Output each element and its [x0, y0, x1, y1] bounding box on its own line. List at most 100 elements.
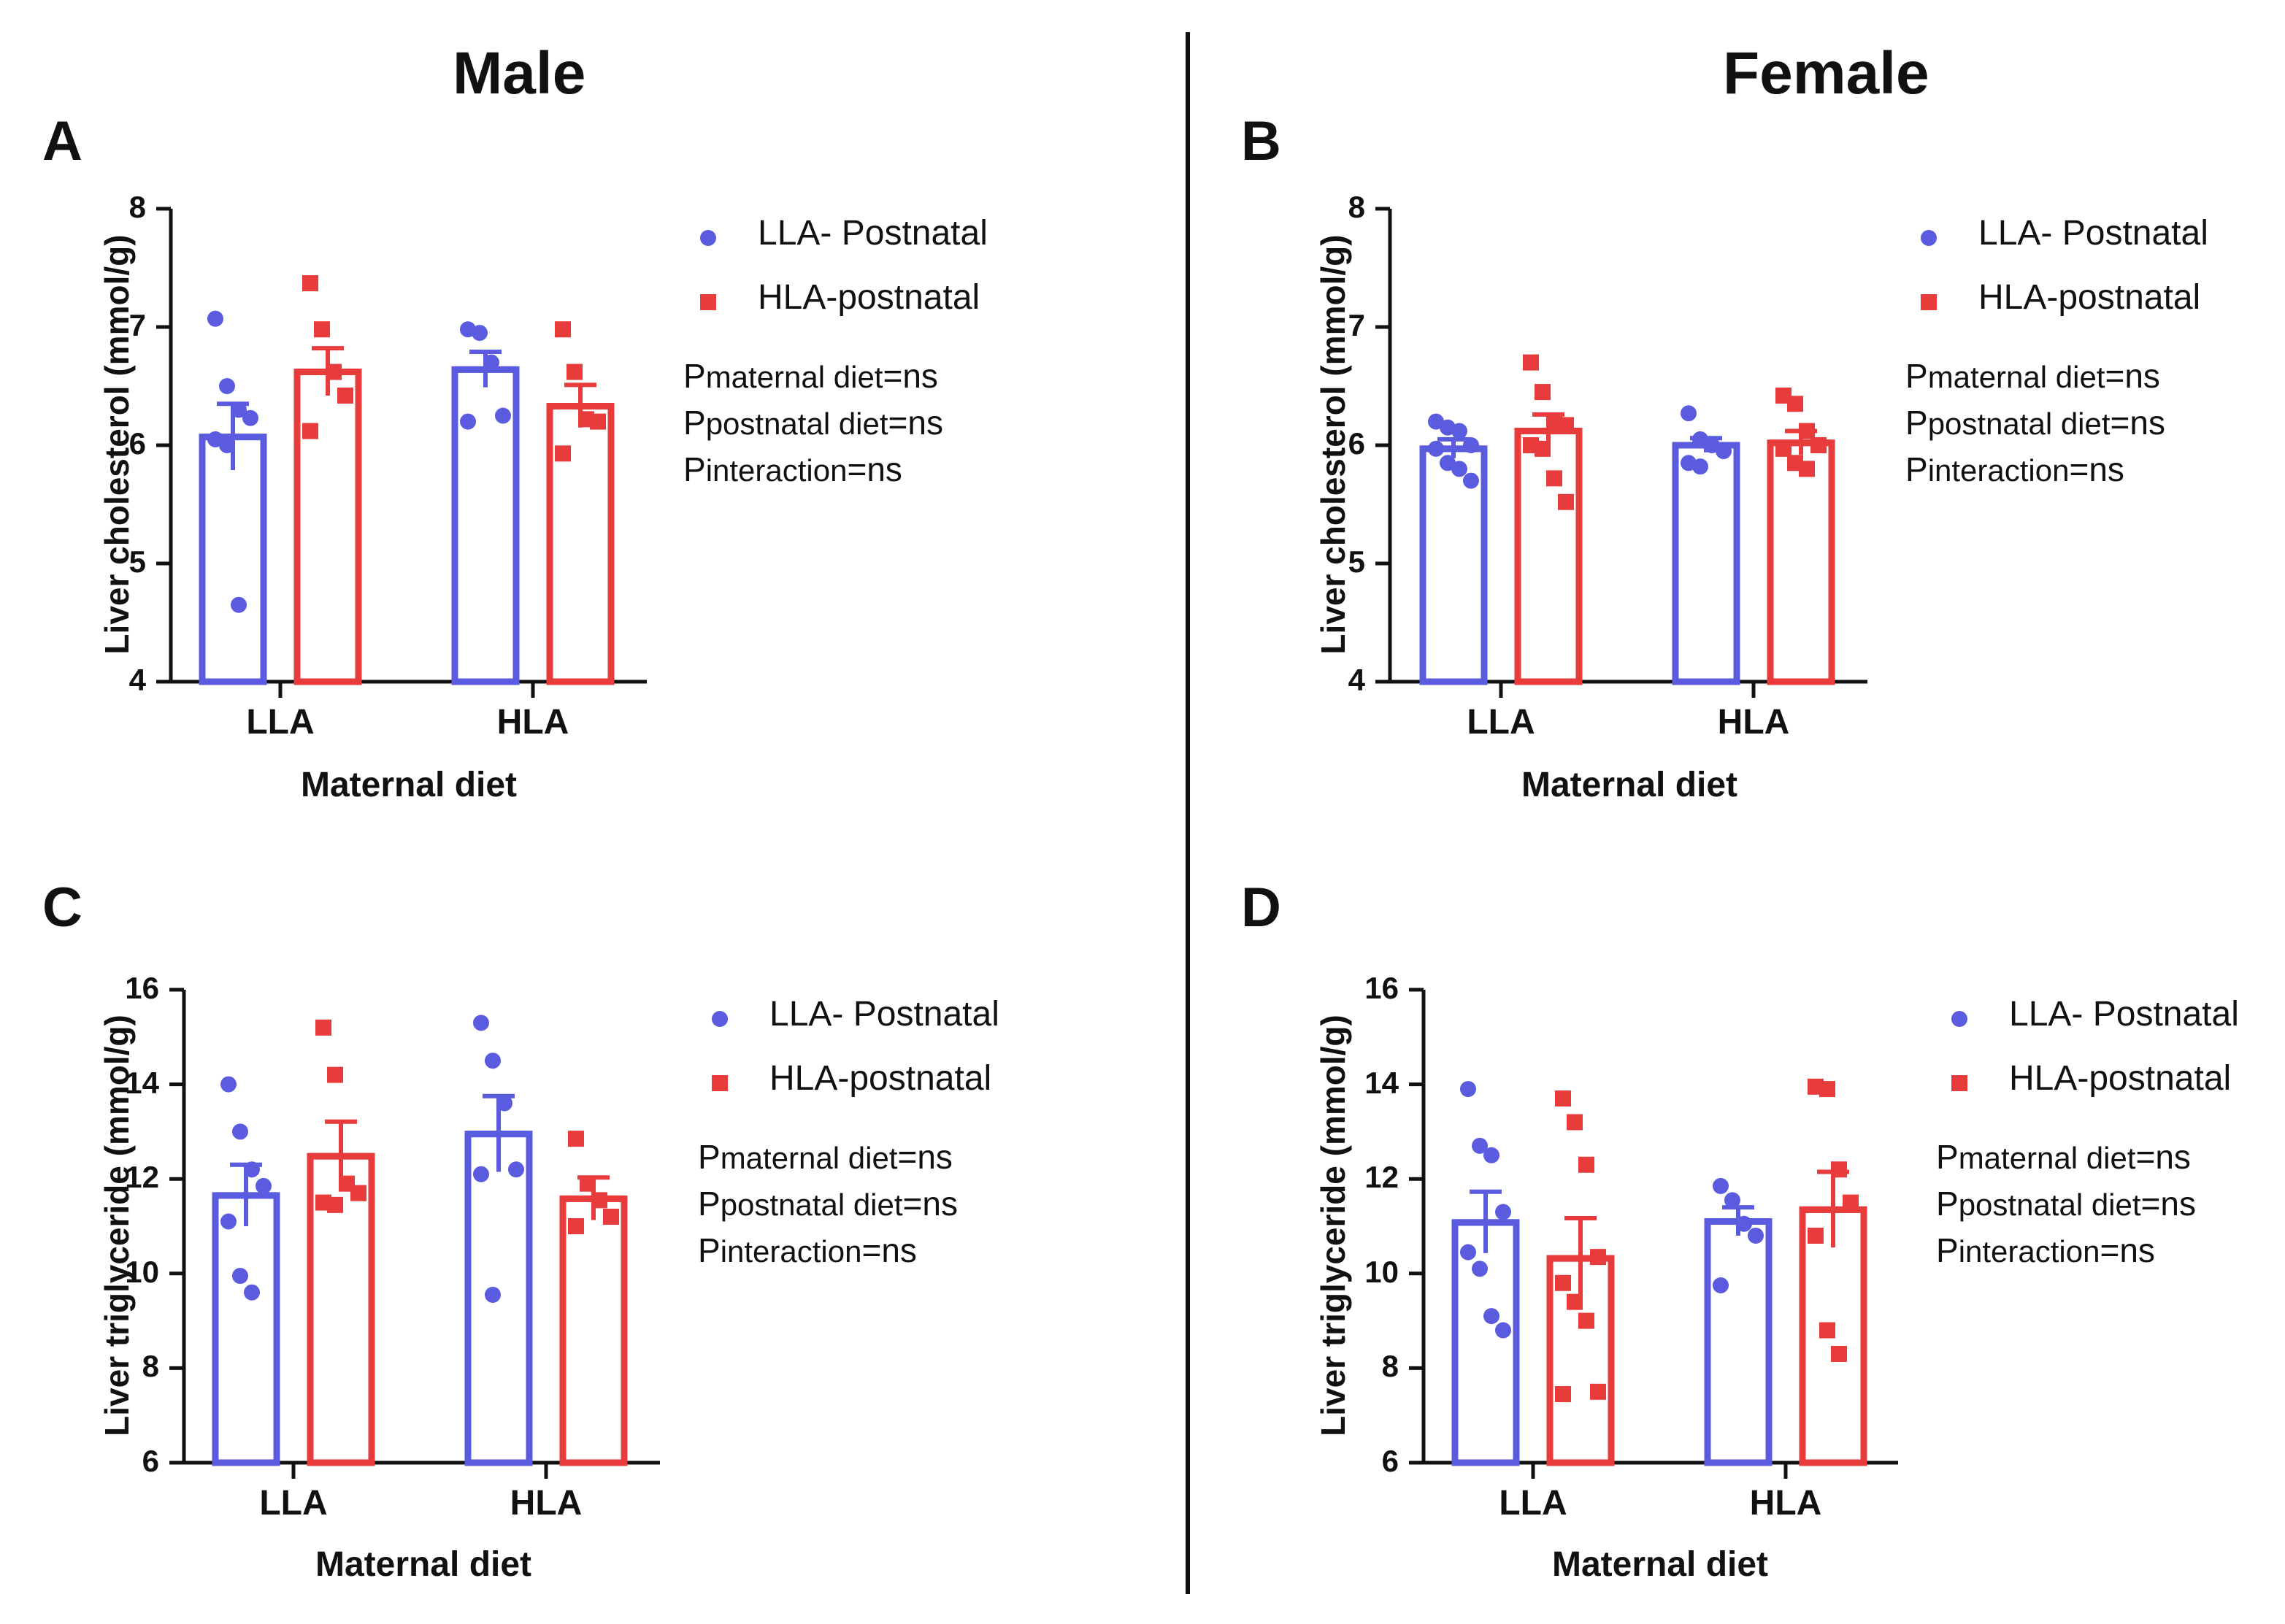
panel-d-lla-llap-point: [1495, 1204, 1511, 1220]
panel-b-y-tick-label: 7: [1348, 308, 1365, 342]
panel-d-y-tick-label: 6: [1381, 1444, 1399, 1478]
panel-c-lla-llap-point: [232, 1123, 248, 1140]
panel-b-lla-hlap-point: [1523, 354, 1539, 371]
panel-b-stats: Pmaternal diet=ns Ppostnatal diet=ns Pin…: [1905, 357, 2165, 488]
panel-d-y-tick-label: 16: [1364, 971, 1399, 1005]
female-header: Female: [1723, 40, 1929, 107]
panel-d-lla-llap-point: [1460, 1244, 1476, 1261]
panel-c-hla-hlap-point: [591, 1192, 607, 1209]
panel-b-y-tick-label: 5: [1348, 544, 1365, 579]
panel-b-lla-llap-point: [1451, 423, 1467, 439]
panel-c-lla-llap-point: [244, 1161, 260, 1178]
panel-d-lla-hlap-point: [1567, 1293, 1583, 1310]
panel-d-lla-hlap-point: [1567, 1114, 1583, 1131]
panel-d-hla-llap-point: [1748, 1227, 1764, 1244]
panel-a-stats: Pmaternal diet=ns Ppostnatal diet=ns Pin…: [683, 357, 943, 488]
panel-b-hla-llap-point: [1692, 458, 1708, 475]
panel-a-hla-llap-point: [495, 407, 511, 424]
panel-b-lla-hlap-point: [1558, 417, 1574, 434]
male-header: Male: [453, 40, 586, 107]
panel-c-hla-llap-point: [473, 1166, 489, 1182]
panel-c-lla-llap-point: [220, 1076, 237, 1093]
panel-b-lla-hlap-point: [1535, 384, 1551, 401]
panel-letter-c: C: [42, 877, 82, 939]
panel-d-hla-hlap-point: [1843, 1194, 1859, 1211]
panel-b-hla-llap-point: [1681, 405, 1697, 422]
panel-b-lla-llap-point: [1428, 440, 1444, 457]
panel-d-lla-llap-point: [1472, 1261, 1488, 1277]
panel-d-x-axis-label: Maternal diet: [1551, 1545, 1769, 1584]
panel-a-y-tick-label: 8: [128, 190, 146, 224]
panel-a-hla-hlap-point: [567, 363, 583, 380]
panel-b-legend-llap: LLA- Postnatal: [1978, 214, 2208, 253]
panel-d-legend-llap: LLA- Postnatal: [2009, 995, 2239, 1034]
panel-c-y-tick-label: 10: [125, 1254, 159, 1289]
panel-d-hla-llap-point: [1713, 1277, 1729, 1293]
panel-b-lla-hlap-point: [1558, 493, 1574, 510]
panel-b-category-hla: HLA: [1717, 703, 1790, 742]
panel-a-lla-hlap-point: [314, 321, 330, 338]
panel-b-chart: Liver cholesterol (mmol/g) Maternal diet…: [1314, 190, 2208, 804]
panel-a-hla-llap-point: [460, 413, 476, 430]
panel-c-category-hla: HLA: [510, 1484, 583, 1523]
panel-d-hla-llap-bar: [1704, 1218, 1773, 1466]
panel-d-y-tick-label: 14: [1364, 1065, 1399, 1100]
panel-d-hla-llap-point: [1724, 1192, 1740, 1209]
panel-c-lla-hlap-point: [350, 1185, 366, 1201]
panel-d-lla-hlap-point: [1555, 1090, 1571, 1107]
panel-c-lla-llap-point: [232, 1268, 248, 1285]
panel-d-lla-llap-point: [1483, 1147, 1499, 1163]
panel-c-plot: [169, 988, 660, 1479]
panel-a-x-axis-label: Maternal diet: [300, 766, 518, 804]
panel-a-y-tick-label: 5: [128, 544, 146, 579]
panel-d-hla-hlap-point: [1808, 1227, 1824, 1244]
panel-d-hla-hlap-point: [1819, 1081, 1835, 1098]
panel-c-lla-hlap-point: [327, 1066, 343, 1083]
panel-b-plot: [1375, 207, 1867, 698]
panel-c-lla-hlap-point: [315, 1019, 331, 1036]
panel-a-chart: Liver cholesterol (mmol/g) Maternal diet…: [0, 0, 1168, 817]
panel-letter-b: B: [1241, 110, 1281, 172]
panel-c-hla-hlap-point: [568, 1131, 584, 1147]
panel-b-y-tick-label: 4: [1348, 663, 1365, 697]
panel-a-lla-llap-point: [207, 310, 223, 327]
panel-d-lla-hlap-point: [1590, 1383, 1606, 1400]
panel-d-lla-llap-point: [1495, 1322, 1511, 1339]
panel-d-category-lla: LLA: [1499, 1484, 1567, 1523]
panel-c-lla-llap-point: [220, 1213, 237, 1230]
panel-letter-a: A: [42, 110, 82, 172]
panel-d-hla-llap-point: [1736, 1215, 1752, 1232]
panel-a-lla-hlap-point: [326, 363, 342, 380]
panel-a-hla-hlap-point: [555, 321, 571, 338]
panel-c-y-tick-label: 8: [142, 1349, 159, 1384]
panel-a-hla-llap-point: [483, 354, 499, 371]
panel-d-lla-hlap-point: [1578, 1156, 1594, 1173]
panel-b-lla-hlap-point: [1535, 440, 1551, 457]
panel-a-category-hla: HLA: [496, 703, 569, 742]
panel-c-chart: Liver triglyceride (mmol/g) Maternal die…: [98, 971, 999, 1584]
panel-d-lla-llap-point: [1483, 1308, 1499, 1325]
panel-c-lla-hlap-point: [327, 1196, 343, 1213]
panel-a-category-lla: LLA: [246, 703, 315, 742]
panel-d-lla-hlap-point: [1578, 1312, 1594, 1329]
panel-b-hla-hlap-point: [1799, 423, 1815, 439]
panel-c-hla-llap-point: [485, 1052, 501, 1069]
panel-c-legend-hlap: HLA-postnatal: [769, 1059, 992, 1098]
panel-d-lla-hlap-point: [1555, 1274, 1571, 1291]
panel-d-y-tick-label: 12: [1364, 1160, 1399, 1195]
panel-a-hla-hlap-point: [555, 445, 571, 462]
panel-a-lla-hlap-point: [302, 275, 318, 292]
panel-c-lla-llap-point: [256, 1177, 272, 1194]
panel-c-hla-llap-point: [485, 1286, 501, 1303]
panel-d-legend-hlap: HLA-postnatal: [2009, 1059, 2232, 1098]
panel-a-lla-llap-point: [242, 409, 258, 426]
panel-d-y-tick-label: 10: [1364, 1254, 1399, 1289]
panel-a-y-tick-label: 4: [128, 663, 146, 697]
panel-c-legend-llap: LLA- Postnatal: [769, 995, 999, 1034]
panel-c-stats: Pmaternal diet=ns Ppostnatal diet=ns Pin…: [698, 1138, 958, 1269]
panel-a-y-tick-label: 7: [128, 308, 146, 342]
panel-b-lla-llap-point: [1463, 437, 1479, 453]
panel-b-lla-hlap-point: [1546, 470, 1562, 487]
